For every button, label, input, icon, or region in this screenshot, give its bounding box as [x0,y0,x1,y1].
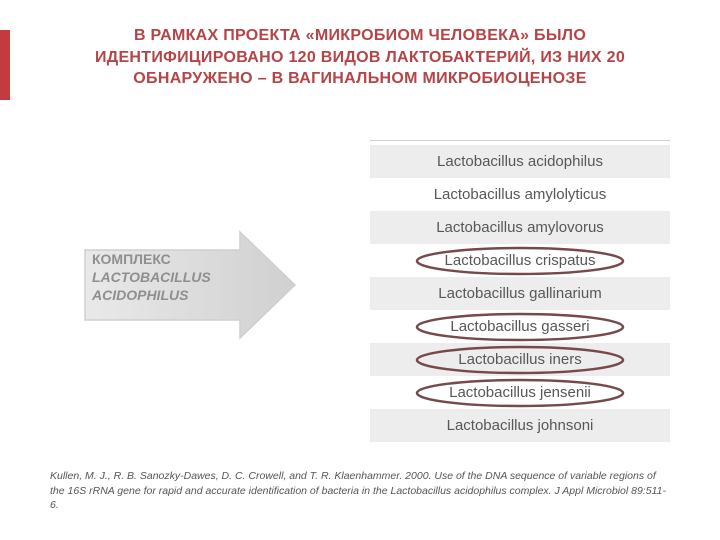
slide-root: В РАМКАХ ПРОЕКТА «МИКРОБИОМ ЧЕЛОВЕКА» БЫ… [0,0,720,540]
citation-text: Kullen, M. J., R. B. Sanozky-Dawes, D. C… [50,469,670,512]
list-item: Lactobacillus iners [370,343,670,376]
accent-bar [0,30,10,100]
list-item: Lactobacillus crispatus [370,244,670,277]
arrow-label-line3: ACIDOPHILUS [92,287,188,303]
list-item: Lactobacillus gasseri [370,310,670,343]
list-item: Lactobacillus amylovorus [370,211,670,244]
list-top-border [370,140,670,141]
list-item: Lactobacillus johnsoni [370,409,670,442]
slide-title: В РАМКАХ ПРОЕКТА «МИКРОБИОМ ЧЕЛОВЕКА» БЫ… [60,25,660,90]
list-item: Lactobacillus gallinarium [370,277,670,310]
arrow-label-line1: КОМПЛЕКС [92,251,171,267]
list-item: Lactobacillus jensenii [370,376,670,409]
list-item: Lactobacillus acidophilus [370,145,670,178]
arrow-label-line2: LACTOBACILLUS [92,269,211,285]
species-list: Lactobacillus acidophilusLactobacillus a… [370,145,670,442]
arrow-label: КОМПЛЕКС LACTOBACILLUS ACIDOPHILUS [92,250,252,305]
list-item: Lactobacillus amylolyticus [370,178,670,211]
